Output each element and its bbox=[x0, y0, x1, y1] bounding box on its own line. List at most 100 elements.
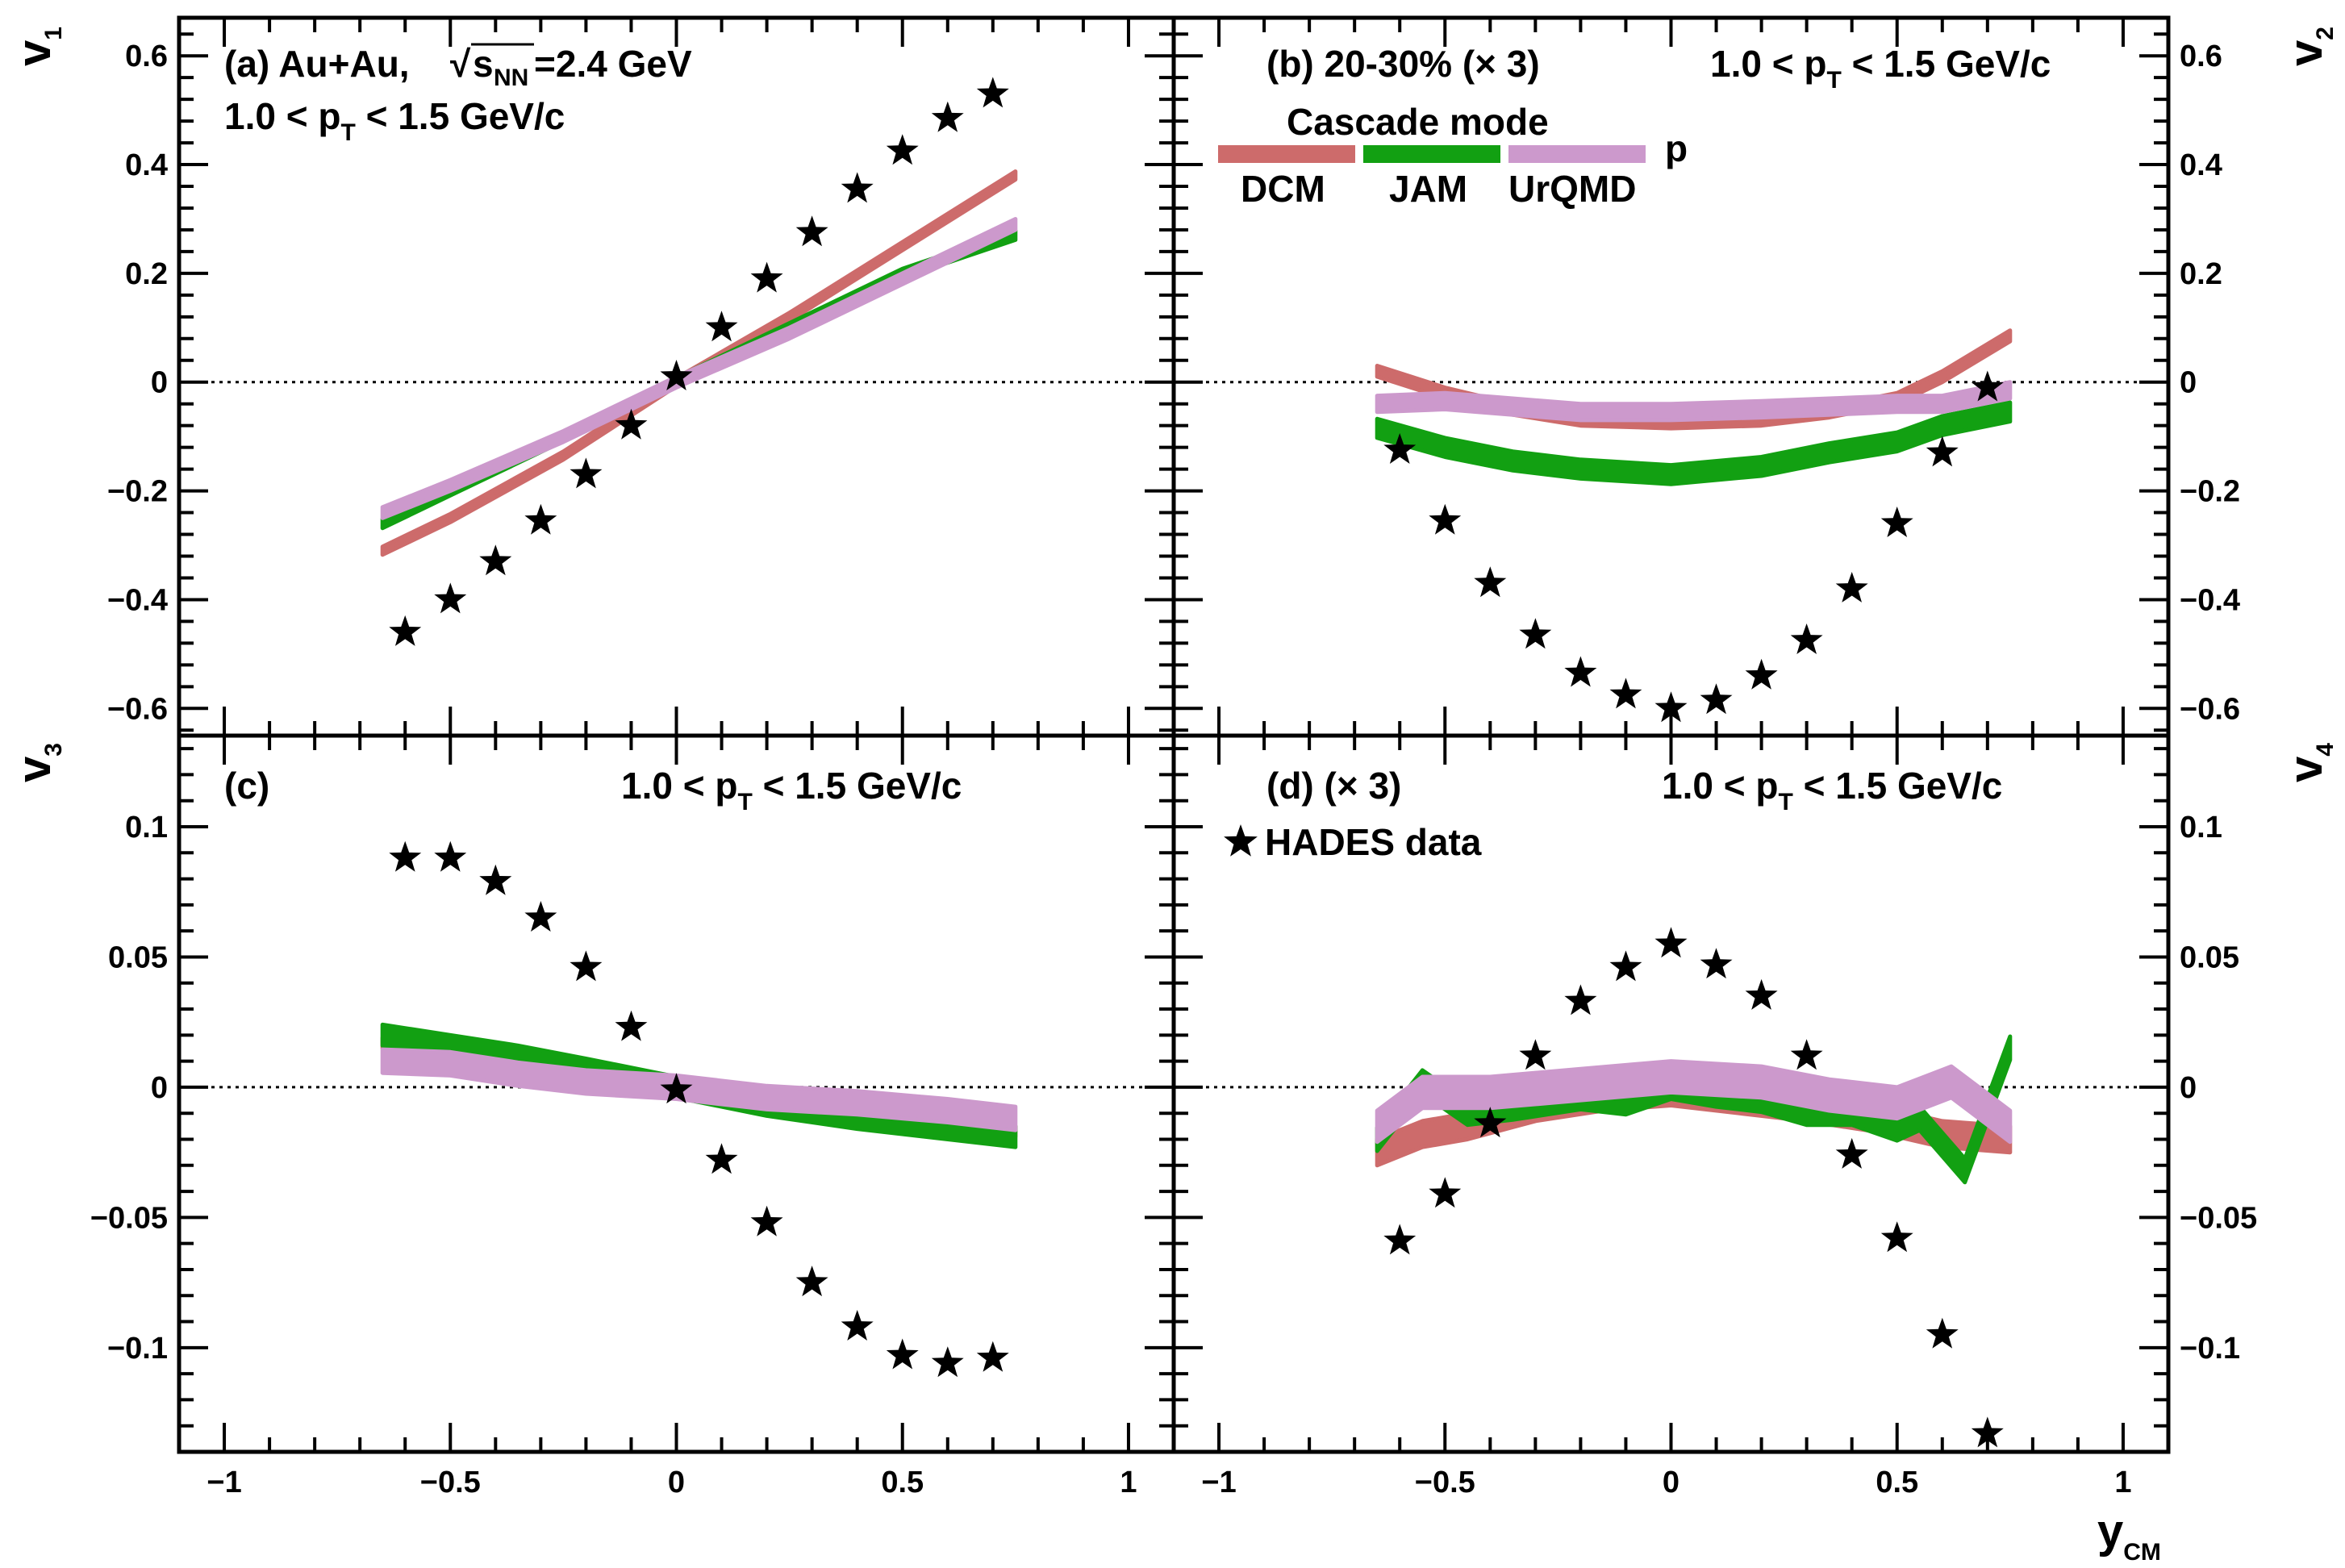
panel-b-data-point bbox=[1519, 618, 1552, 649]
panel-a-ylabel: v1 bbox=[8, 27, 67, 66]
panel-d-band-urqmd bbox=[1375, 1059, 2013, 1145]
panel-c-ytick-label: 0 bbox=[151, 1071, 168, 1105]
panel-b-ylabel-v: v bbox=[2280, 40, 2332, 66]
panel-d-ylabel-sub: 4 bbox=[2312, 743, 2339, 757]
legend-urqmd-label: UrQMD bbox=[1508, 168, 1636, 210]
panel-b-ytick-label: 0 bbox=[2180, 366, 2197, 400]
panel-a-band-urqmd bbox=[380, 217, 1018, 520]
panel-b-data-point bbox=[1971, 370, 2004, 402]
panel-b-v2: −0.6−0.4−0.200.20.40.6 (b) 20-30% (× 3) … bbox=[1171, 15, 2339, 738]
legend-data-marker bbox=[1224, 824, 1258, 857]
panel-c-ylabel-v: v bbox=[8, 757, 61, 782]
panel-b-data-point bbox=[1880, 507, 1913, 537]
panel-b-data-point bbox=[1429, 503, 1462, 535]
panel-a-data-point bbox=[434, 582, 467, 614]
panel-a-data-point bbox=[976, 77, 1009, 108]
panel-a-data-point bbox=[931, 101, 964, 132]
panel-d-pt-sub: T bbox=[1778, 789, 1792, 815]
panel-a-pt-sub: T bbox=[340, 119, 355, 146]
panel-d-pt-a: 1.0 < p bbox=[1662, 765, 1778, 807]
panel-a-ytick-label: −0.2 bbox=[107, 475, 168, 509]
panel-d-pt-b: < 1.5 GeV/c bbox=[1793, 765, 2003, 807]
panel-c-pt-sub: T bbox=[737, 789, 752, 815]
x-tick-label-d: −1 bbox=[1201, 1466, 1236, 1499]
panel-d-ytick-label: 0 bbox=[2180, 1071, 2197, 1105]
panel-c-ytick-label: −0.1 bbox=[107, 1332, 168, 1366]
panel-b-ytick-label: 0.2 bbox=[2180, 257, 2222, 291]
x-tick-label-c: 1 bbox=[1120, 1466, 1137, 1499]
legend-species: p bbox=[1665, 127, 1688, 169]
panel-c-data-point bbox=[660, 1073, 693, 1104]
panel-d-data-point bbox=[1609, 950, 1642, 982]
panel-a-data-point bbox=[705, 311, 738, 342]
panel-a-ytick-label: 0 bbox=[151, 366, 168, 400]
panel-a-ylabel-v: v bbox=[8, 40, 61, 66]
panel-c-pt-b: < 1.5 GeV/c bbox=[753, 765, 962, 807]
panel-b-pt-b: < 1.5 GeV/c bbox=[1842, 43, 2051, 85]
panel-d-ytick-label: 0.1 bbox=[2180, 811, 2222, 844]
panel-d-data-point bbox=[1654, 927, 1688, 958]
panel-b-band-jam bbox=[1375, 400, 2013, 486]
x-axis-tick-labels: −1 −0.5 0 0.5 1 −1 −0.5 0 0.5 1 bbox=[207, 1466, 2131, 1499]
panel-d-data-point bbox=[1474, 1107, 1507, 1138]
panel-d-data-point bbox=[1971, 1416, 2004, 1448]
panel-b-data-point bbox=[1564, 656, 1597, 687]
panel-b-data-point bbox=[1745, 658, 1778, 690]
panel-a-ytick-label: 0.2 bbox=[125, 257, 168, 291]
panel-d-plot-layer: −0.1 −0.05 0 0.05 0.1 bbox=[1171, 733, 2257, 1454]
panel-c-data-point bbox=[705, 1143, 738, 1174]
legend-data-entry: HADES data bbox=[1224, 821, 1482, 863]
panel-a-ytick-label: 0.4 bbox=[125, 148, 168, 182]
panel-b-plot-layer: −0.6 −0.4 −0.2 0 0.2 0.4 0.6 bbox=[1171, 15, 2240, 738]
x-tick-label-d: 0.5 bbox=[1876, 1466, 1918, 1499]
panel-b-pt-range: 1.0 < pT < 1.5 GeV/c bbox=[1710, 43, 2051, 94]
x-tick-label-c: 0 bbox=[668, 1466, 685, 1499]
panel-d-data-point bbox=[1880, 1221, 1913, 1253]
panel-c-data-point bbox=[570, 950, 603, 982]
panel-d-data-point bbox=[1383, 1224, 1417, 1255]
panel-b-ylabel-sub: 2 bbox=[2312, 27, 2339, 40]
legend-data-label: HADES data bbox=[1265, 821, 1482, 863]
panel-b-pt-a: 1.0 < p bbox=[1710, 43, 1826, 85]
panel-c-data-point bbox=[524, 901, 557, 932]
panel-a-data-point bbox=[479, 544, 512, 576]
panel-a-ytick-label: 0.6 bbox=[125, 40, 168, 73]
panel-c-pt-range: 1.0 < pT < 1.5 GeV/c bbox=[621, 765, 962, 815]
panel-a-ytick-label: −0.6 bbox=[107, 692, 168, 726]
panel-b-data-point bbox=[1383, 433, 1417, 464]
panel-a-data-point bbox=[750, 261, 783, 293]
panel-c-data-point bbox=[931, 1346, 964, 1378]
panel-b-ytick-label: −0.2 bbox=[2180, 475, 2240, 509]
panel-d-ytick-label: 0.05 bbox=[2180, 940, 2239, 974]
panel-c-ytick-label: 0.1 bbox=[125, 811, 168, 844]
panel-b-data-point bbox=[1790, 623, 1823, 654]
panel-a-data-point bbox=[615, 408, 648, 440]
panel-c-band-urqmd bbox=[380, 1047, 1018, 1132]
panel-c-data-point bbox=[795, 1266, 828, 1297]
legend-dcm-swatch bbox=[1218, 145, 1355, 163]
panel-b-data-point bbox=[1474, 566, 1507, 598]
panel-d-data-point bbox=[1564, 984, 1597, 1015]
panel-c-pt-a: 1.0 < p bbox=[621, 765, 737, 807]
x-tick-label-c: 0.5 bbox=[881, 1466, 924, 1499]
panel-c-ytick-label: −0.05 bbox=[90, 1201, 168, 1235]
panel-b-ytick-label: −0.6 bbox=[2180, 692, 2240, 726]
panel-a-data-point bbox=[389, 615, 422, 646]
panel-c-data-point bbox=[389, 840, 422, 872]
panel-b-ytick-label: −0.4 bbox=[2180, 583, 2240, 617]
panel-a-data-point bbox=[524, 503, 557, 535]
x-axis-title: yCM bbox=[2097, 1505, 2161, 1566]
panel-d-data-point bbox=[1519, 1039, 1552, 1070]
x-tick-label-d: −0.5 bbox=[1415, 1466, 1475, 1499]
panel-a-ylabel-sub: 1 bbox=[40, 27, 67, 40]
panel-c-data-point bbox=[750, 1205, 783, 1236]
x-axis-title-y: y bbox=[2097, 1505, 2123, 1558]
panel-c-data-point bbox=[841, 1310, 874, 1341]
panel-a-pt-a: 1.0 < p bbox=[224, 95, 340, 137]
panel-d-data-point bbox=[1926, 1317, 1959, 1349]
panel-b-data-point bbox=[1609, 678, 1642, 709]
panel-c-ytick-label: 0.05 bbox=[108, 940, 168, 974]
panel-d-ytick-label: −0.1 bbox=[2180, 1332, 2240, 1366]
panel-b-band-urqmd bbox=[1375, 380, 2013, 423]
panel-a-data-point bbox=[841, 172, 874, 203]
